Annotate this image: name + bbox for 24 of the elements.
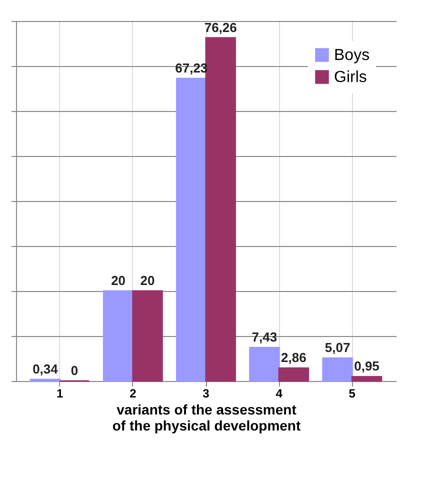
bar — [322, 357, 353, 382]
bar — [102, 290, 134, 382]
data-label: 20 — [111, 273, 126, 288]
x-tick-label: 5 — [348, 386, 356, 400]
x-tick-label: 3 — [202, 386, 210, 400]
data-label: 0,95 — [354, 358, 380, 374]
data-label: 76,26 — [204, 20, 237, 35]
data-label: 0 — [70, 363, 78, 378]
bar — [278, 367, 310, 382]
data-label: 7,43 — [252, 330, 278, 345]
bar — [351, 376, 382, 382]
bar — [176, 78, 207, 382]
x-tick-label: 4 — [276, 386, 283, 400]
x-axis-title: variants of the assessment of the physical development — [112, 402, 301, 434]
data-label: 20 — [140, 273, 155, 288]
data-label: 0,34 — [32, 361, 59, 376]
legend-label: Boys — [334, 47, 370, 64]
x-tick-label: 1 — [56, 386, 64, 400]
x-tick-label: 2 — [130, 386, 137, 400]
bar — [249, 346, 280, 382]
bar — [132, 290, 163, 382]
legend-label: Girls — [334, 69, 367, 86]
data-label: 2,86 — [281, 350, 306, 366]
data-label: 5,07 — [324, 340, 350, 356]
